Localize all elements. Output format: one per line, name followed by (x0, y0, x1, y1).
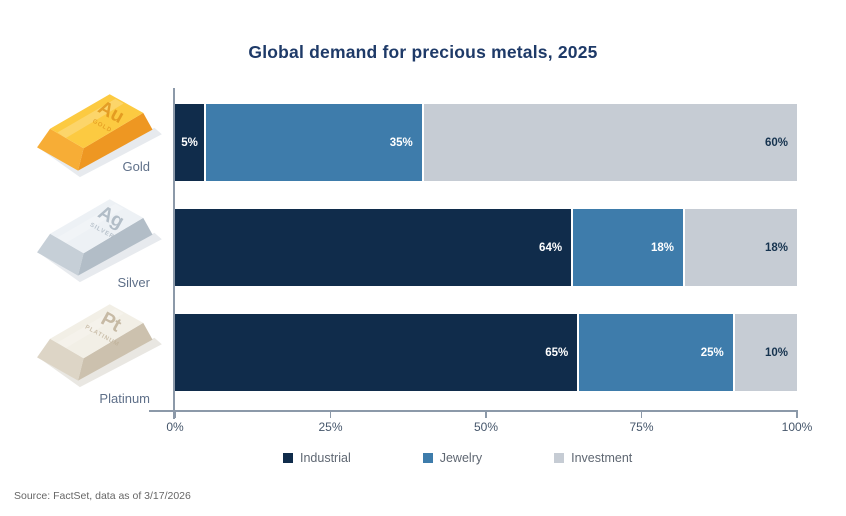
legend-label: Investment (571, 451, 633, 465)
legend-label: Jewelry (439, 451, 483, 465)
platinum-ingot: Pt PLATINUM (22, 294, 162, 389)
bar-segment-gold-jewelry: 35% (206, 104, 424, 181)
chart-title: Global demand for precious metals, 2025 (248, 42, 598, 62)
legend-swatch-icon (422, 453, 433, 463)
bar-segment-platinum-industrial: 65% (175, 314, 580, 391)
x-axis-tick-label: 50% (473, 420, 499, 434)
legend-swatch-icon (554, 453, 565, 463)
legend-label: Industrial (300, 451, 351, 465)
bar-segment-gold-industrial: 5% (175, 104, 207, 181)
bar-value-label: 18% (651, 241, 675, 254)
x-axis-tick (640, 410, 643, 418)
legend-item-jewelry: Jewelry (422, 451, 483, 465)
bar-segment-silver-investment: 18% (685, 209, 797, 286)
legend-item-industrial: Industrial (283, 451, 351, 465)
legend-swatch-icon (283, 453, 293, 463)
silver-ingot: Ag SILVER (22, 189, 162, 284)
legend: Industrial Jewelry Investment (283, 451, 632, 465)
bar-value-label: 5% (181, 136, 198, 149)
source-note: Source: FactSet, data as of 3/17/2026 (14, 490, 191, 502)
metal-label-platinum: Platinum (99, 391, 150, 406)
x-axis-tick-label: 100% (781, 420, 813, 434)
bar-value-label: 60% (764, 136, 788, 149)
metal-label-silver: Silver (117, 275, 150, 290)
bar-value-label: 10% (764, 346, 788, 359)
bar-value-label: 64% (539, 241, 563, 254)
x-axis-tick (329, 410, 332, 418)
x-axis-tick (796, 410, 798, 418)
bar-row-silver: 64% 18% 18% (175, 209, 797, 286)
bar-row-platinum: 65% 25% 10% (175, 314, 797, 391)
bar-segment-platinum-investment: 10% (734, 314, 797, 391)
bar-value-label: 35% (389, 136, 413, 149)
x-axis-tick-label: 25% (318, 420, 343, 434)
bar-value-label: 65% (545, 346, 569, 359)
metal-label-gold: Gold (122, 159, 150, 174)
x-axis-tick (174, 410, 176, 418)
x-axis-line (149, 410, 798, 412)
bar-segment-silver-jewelry: 18% (573, 209, 686, 286)
bar-segment-silver-industrial: 64% (175, 209, 574, 286)
bar-segment-gold-investment: 60% (423, 104, 797, 181)
legend-item-investment: Investment (554, 451, 632, 465)
y-axis-line (173, 88, 175, 419)
bar-segment-platinum-jewelry: 25% (579, 314, 735, 391)
x-axis-tick-label: 75% (629, 420, 654, 434)
gold-ingot: Au GOLD (22, 84, 162, 179)
bar-value-label: 18% (764, 241, 788, 254)
x-axis-tick-label: 0% (166, 420, 184, 434)
x-axis-tick (485, 410, 487, 418)
bar-value-label: 25% (700, 346, 724, 359)
bar-row-gold: 5% 35% 60% (175, 104, 797, 181)
